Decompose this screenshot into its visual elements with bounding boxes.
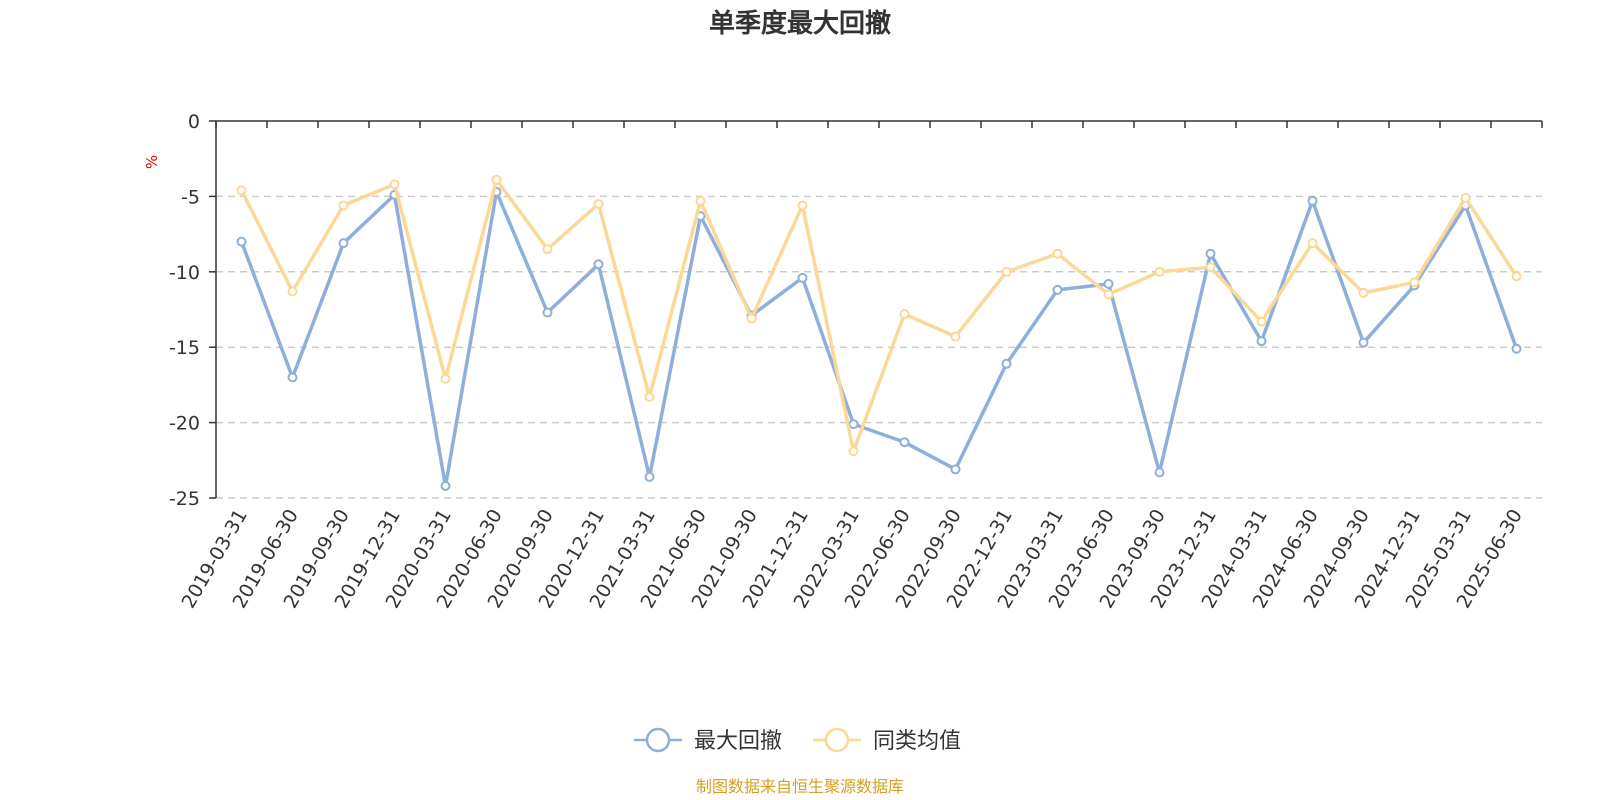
data-point [1307, 238, 1318, 249]
data-point [287, 372, 298, 383]
y-tick-label: -10 [169, 262, 200, 284]
data-point [1154, 467, 1165, 478]
data-point [1358, 337, 1369, 348]
data-point [491, 174, 502, 185]
data-point [1103, 278, 1114, 289]
data-point [950, 331, 961, 342]
legend-label: 同类均值 [873, 729, 961, 754]
grid-lines [216, 195, 1542, 499]
y-tick-label: -25 [169, 488, 200, 510]
data-point [848, 446, 859, 457]
data-point [1205, 262, 1216, 273]
data-point [797, 200, 808, 211]
data-point [593, 198, 604, 209]
data-point [389, 179, 400, 190]
data-point [1409, 277, 1420, 288]
series-line [239, 178, 1518, 454]
chart-title: 单季度最大回撤 [709, 8, 891, 39]
data-point [1205, 248, 1216, 259]
data-point [440, 373, 451, 384]
legend-marker [645, 727, 671, 753]
data-point [440, 480, 451, 491]
data-point [236, 185, 247, 196]
y-tick-label: -15 [169, 337, 200, 359]
data-point [236, 236, 247, 247]
data-point [542, 307, 553, 318]
series-line [239, 190, 1519, 488]
legend[interactable]: 最大回撤 同类均值 [634, 727, 961, 754]
data-point [644, 391, 655, 402]
data-point [1052, 248, 1063, 259]
data-point [593, 259, 604, 270]
y-tick-label: -5 [181, 186, 200, 208]
data-point [338, 200, 349, 211]
legend-marker [824, 727, 850, 753]
legend-label: 最大回撤 [694, 729, 782, 754]
axes: 0-5-10-15-20-252019-03-312019-06-302019-… [169, 111, 1543, 612]
data-point [1001, 266, 1012, 277]
data-point [1460, 192, 1471, 203]
data-point [797, 272, 808, 283]
data-point [950, 464, 961, 475]
data-point [1511, 343, 1522, 354]
source-note: 制图数据来自恒生聚源数据库 [696, 777, 904, 796]
series-1 [236, 186, 1522, 491]
data-point [1052, 284, 1063, 295]
y-tick-label: 0 [188, 111, 200, 133]
data-point [746, 313, 757, 324]
data-point [1358, 287, 1369, 298]
data-point [899, 437, 910, 448]
data-point [338, 238, 349, 249]
data-point [899, 309, 910, 320]
data-point [1307, 195, 1318, 206]
data-point [1154, 266, 1165, 277]
y-tick-label: -20 [169, 413, 200, 435]
data-point [1511, 271, 1522, 282]
y-axis-unit: % [143, 155, 161, 169]
legend-item-2[interactable]: 同类均值 [813, 727, 961, 754]
data-point [644, 471, 655, 482]
series-layer [236, 174, 1522, 491]
series-2 [236, 174, 1522, 457]
data-point [1256, 336, 1267, 347]
data-point [542, 244, 553, 255]
data-point [1001, 358, 1012, 369]
data-point [1103, 289, 1114, 300]
legend-item-1[interactable]: 最大回撤 [634, 727, 782, 754]
data-point [848, 419, 859, 430]
data-point [695, 195, 706, 206]
data-point [1256, 316, 1267, 327]
data-point [287, 286, 298, 297]
